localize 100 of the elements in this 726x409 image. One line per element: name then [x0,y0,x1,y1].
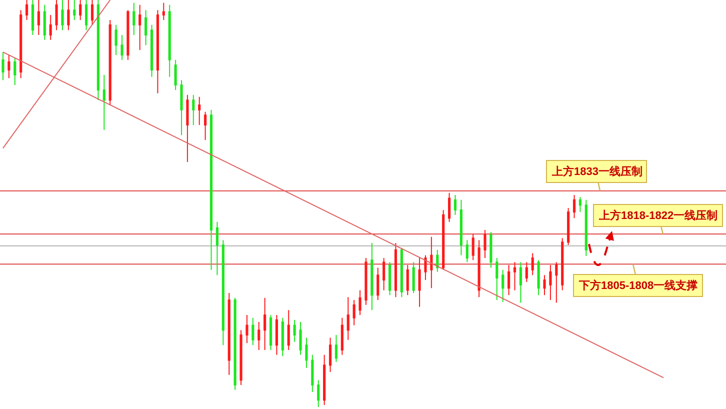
candlestick [549,264,552,300]
candlestick [561,238,564,291]
candlestick [31,0,34,36]
candlestick [496,258,498,300]
candlestick [460,199,462,256]
candlestick [43,4,46,40]
candlestick [20,10,22,79]
candlestick [448,192,451,222]
candlestick [180,80,183,136]
candlestick [317,380,320,407]
candlestick [204,111,207,141]
candlestick [67,0,70,31]
candlestick [555,262,558,304]
candlestick [454,194,457,216]
candlestick [8,54,10,79]
candlestick [37,0,40,36]
candlestick [174,59,177,90]
candlestick [412,262,415,294]
candlestick [382,258,386,291]
candlestick [508,264,510,296]
candlestick [567,207,570,246]
candlestick [531,252,534,276]
candlestick [210,109,213,270]
candlestick [572,194,576,219]
candlestick [61,0,64,31]
candlestick [168,4,171,78]
candlestick [305,337,308,368]
candlestick [73,0,76,20]
candlestick [287,310,290,351]
candlestick [472,234,474,261]
candlestick [120,34,124,60]
candlestick [513,262,516,291]
candlestick [216,221,218,276]
candlestick [198,96,201,126]
candlestick [502,269,504,302]
candlestick [252,317,254,346]
candlestick [370,242,374,311]
candlestick [543,274,546,296]
candlestick [281,317,284,357]
candlestick [525,262,528,283]
candlestick [478,240,480,298]
candlestick [108,19,112,106]
candlestick [578,196,582,213]
candlestick [14,58,16,86]
candlestick [537,260,540,296]
candlestick [246,314,248,344]
candlestick [144,10,148,46]
candlestick [293,319,296,342]
candlestick [364,258,368,306]
candlestick [275,314,278,356]
candlestick [418,258,421,308]
candlestick [352,299,356,326]
candlestick [490,231,492,268]
candlestick [376,267,380,300]
candlestick [484,229,486,259]
candlestick [340,317,344,356]
candlestick [269,314,272,351]
candlestick [328,337,332,372]
candlestick [222,240,224,346]
candlestick [49,14,52,40]
candlestick [162,2,165,20]
candlestick [102,74,106,130]
ref-line-label: 下方1805-1808一线支撑 [578,279,698,292]
candlestick [186,94,189,162]
candlestick [79,0,82,20]
candlestick [311,354,314,392]
candlestick [436,249,439,272]
candlestick [2,52,4,81]
candlestick [90,0,94,26]
candlestick [126,10,130,60]
candlestick [96,0,100,101]
candlestick [406,264,409,296]
candlestick [264,297,266,351]
candlestick [584,199,588,256]
candlestick [358,290,362,316]
ref-line-label: 上方1833一线压制 [551,165,642,178]
candlestick [323,354,326,406]
candlestick [132,2,136,36]
candlestick [430,236,433,289]
candlestick [400,247,403,298]
candlestick [25,0,28,20]
candlestick [442,210,445,270]
candlestick [334,334,338,362]
candlestick [150,24,154,78]
candlestick [299,321,302,356]
candlestick [114,24,118,56]
candlestick [192,94,195,126]
candlestick [346,296,350,340]
candlestick [55,0,58,31]
ref-line-label: 上方1818-1822一线压制 [598,209,718,222]
candlestick [394,242,398,298]
candlestick [138,4,142,51]
candlestick [466,240,468,263]
candlestick [156,10,159,94]
candlestick [258,321,260,351]
candlestick [228,292,230,376]
candlestick [388,262,392,296]
candlestick [240,330,242,386]
candlestick [519,262,522,304]
candlestick [85,0,88,31]
